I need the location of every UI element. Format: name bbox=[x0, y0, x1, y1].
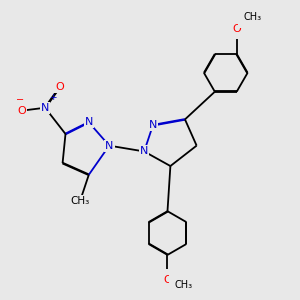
Text: O: O bbox=[55, 82, 64, 92]
Text: O: O bbox=[163, 275, 172, 285]
Text: −: − bbox=[16, 95, 24, 105]
Text: N: N bbox=[41, 103, 49, 113]
Text: CH₃: CH₃ bbox=[70, 196, 90, 206]
Text: N: N bbox=[105, 141, 113, 151]
Text: O: O bbox=[232, 24, 241, 34]
Text: +: + bbox=[50, 94, 57, 103]
Text: CH₃: CH₃ bbox=[244, 12, 262, 22]
Text: N: N bbox=[85, 117, 93, 127]
Text: N: N bbox=[140, 146, 148, 157]
Text: O: O bbox=[17, 106, 26, 116]
Text: N: N bbox=[149, 120, 157, 130]
Text: CH₃: CH₃ bbox=[175, 280, 193, 290]
